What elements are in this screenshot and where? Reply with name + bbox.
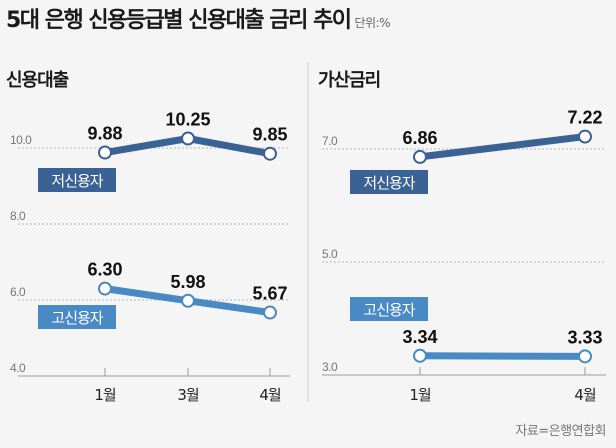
data-label: 9.85 [252,125,287,145]
x-tick-label: 4월 [574,386,596,404]
series-tag-bg [38,168,116,192]
panel-divider [307,62,309,402]
y-tick-label: 8.0 [10,209,26,223]
data-point [413,348,427,363]
panel-title-credit-loan: 신용대출 [6,70,69,91]
data-label: 7.22 [567,108,602,128]
series-tag-bg [350,297,428,321]
chart-title-text: 5대 은행 신용등급별 신용대출 금리 추이 [6,8,352,33]
data-label: 6.86 [402,128,437,148]
data-label: 3.34 [402,327,437,347]
chart-title: 5대 은행 신용등급별 신용대출 금리 추이 단위:% [6,2,390,34]
panel-title-spread: 가산금리 [318,70,381,91]
series-tag-label: 고신용자 [51,309,103,327]
data-label: 5.67 [252,284,287,304]
series-tag-label: 저신용자 [51,172,103,190]
data-point [98,145,112,160]
series-line-high-credit [419,352,586,360]
data-point [98,281,112,296]
series-tag-label: 저신용자 [363,174,415,192]
data-point [263,146,277,161]
data-point [578,349,592,364]
data-label: 6.30 [87,260,122,280]
x-tick-label: 4월 [259,386,281,404]
series-tag-label: 고신용자 [363,301,415,319]
data-point [578,129,592,144]
source-note: 자료=은행연합회 [515,424,606,439]
series-tag-bg [38,305,116,329]
y-tick-label: 4.0 [10,361,26,375]
data-label: 3.33 [567,327,602,347]
y-tick-label: 3.0 [322,360,338,374]
y-tick-label: 7.0 [322,134,338,148]
x-tick-label: 3월 [177,386,199,404]
data-label: 10.25 [165,110,210,130]
data-point [181,293,195,308]
series-line-low-credit [419,133,586,161]
x-tick-label: 1월 [409,386,431,404]
data-point [263,305,277,320]
y-tick-label: 5.0 [322,247,338,261]
data-point [181,131,195,146]
series-tag-bg [350,170,428,194]
data-label: 9.88 [87,124,122,144]
y-tick-label: 10.0 [10,133,32,147]
x-tick-label: 1월 [94,386,116,404]
data-point [413,149,427,164]
y-tick-label: 6.0 [10,285,26,299]
data-label: 5.98 [170,272,205,292]
unit-label: 단위:% [354,16,390,30]
